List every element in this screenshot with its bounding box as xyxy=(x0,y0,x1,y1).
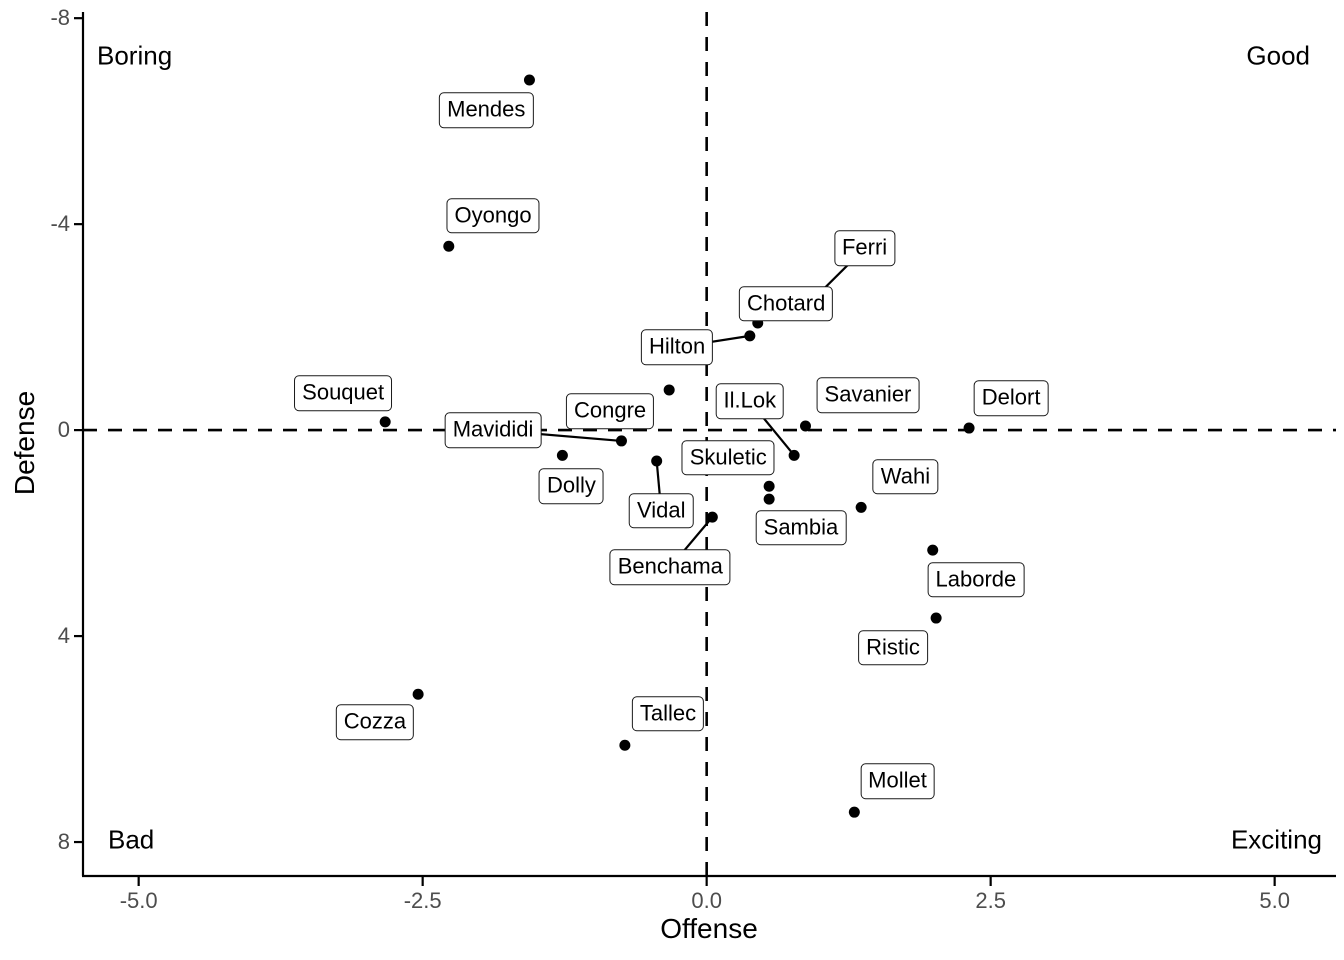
annotation-good: Good xyxy=(1246,40,1310,71)
data-point-oyongo xyxy=(443,240,455,252)
data-point-congre xyxy=(663,384,675,396)
data-point-mavididi xyxy=(615,435,627,447)
data-point-tallec xyxy=(619,739,631,751)
data-point-hilton xyxy=(744,330,756,342)
label-segment-il.lok xyxy=(748,400,795,457)
data-point-dolly xyxy=(556,449,568,461)
data-point-il.lok xyxy=(788,449,800,461)
data-point-benchama xyxy=(706,511,718,523)
data-point-mendes xyxy=(523,74,535,86)
x-axis-title: Offense xyxy=(660,913,758,944)
label-segment-mavididi xyxy=(493,429,622,443)
annotation-exciting: Exciting xyxy=(1230,824,1322,855)
data-point-ferri xyxy=(794,307,806,319)
label-segment-hilton xyxy=(676,334,750,349)
data-point-vidal xyxy=(651,455,663,467)
annotation-boring: Boring xyxy=(97,40,173,71)
data-point-laborde xyxy=(927,544,939,556)
data-point-mollet xyxy=(848,806,860,818)
data-point-ristic xyxy=(930,612,942,624)
data-point-delort xyxy=(963,422,975,434)
annotation-bad: Bad xyxy=(108,824,155,855)
data-point-chotard xyxy=(752,317,764,329)
data-point-sambia xyxy=(763,493,775,505)
y-axis-title: Defense xyxy=(9,390,40,496)
data-point-cozza xyxy=(412,688,424,700)
data-point-souquet xyxy=(379,416,391,428)
data-point-wahi xyxy=(855,501,867,513)
data-point-skuletic xyxy=(763,480,775,492)
data-point-savanier xyxy=(799,420,811,432)
label-segment-ferri xyxy=(799,247,866,314)
label-segment-vidal xyxy=(655,460,663,512)
